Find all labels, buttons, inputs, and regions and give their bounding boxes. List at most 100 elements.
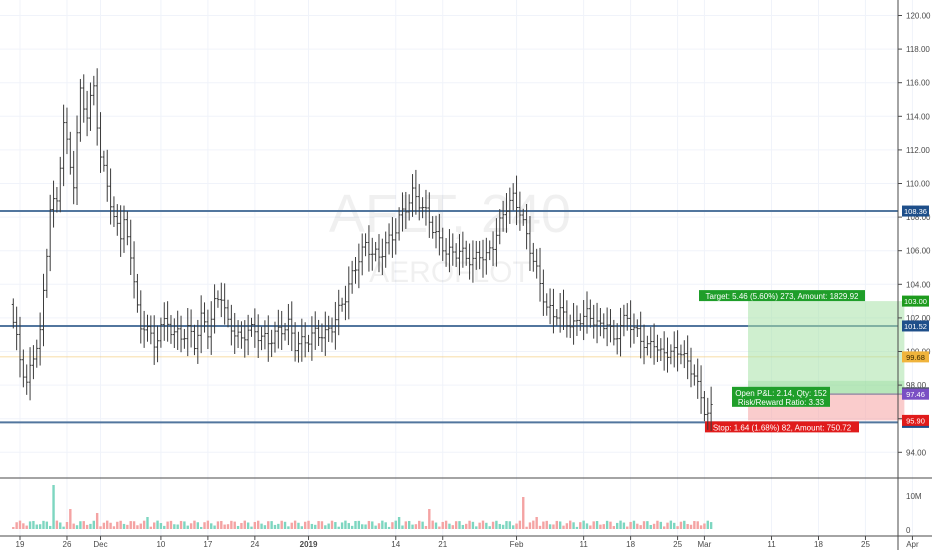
ohlc-bar [679,344,683,365]
volume-bar [287,526,290,529]
line-price-label[interactable]: 101.52 [902,320,929,332]
volume-bar [85,524,89,529]
volume-bar [632,520,636,529]
volume-bar [418,520,421,529]
ohlc-bar [649,327,653,359]
ohlc-bar [320,323,324,353]
position-price-label-bg [902,388,929,400]
position-price-label[interactable]: 95.90 [902,414,929,426]
ohlc-bar [122,205,126,253]
ohlc-bar [572,303,576,345]
time-tick-label: 11 [579,540,588,549]
ohlc-bar [377,234,381,273]
volume-bar [485,522,488,529]
volume-bar [344,520,347,529]
volume-bar [206,520,210,529]
ohlc-bar [41,273,45,347]
volume-bar [303,521,307,529]
volume-bar [669,520,673,529]
volume-bar [176,524,179,529]
ohlc-bar [196,319,200,364]
line-price-label-text: 101.52 [904,322,927,331]
ohlc-bar [538,247,542,302]
volume-bar [699,525,703,529]
position-price-label[interactable]: 97.46 [902,388,929,400]
time-tick-label: 18 [814,540,823,549]
price-axis[interactable]: 94.0096.0098.00100.00102.00104.00106.001… [898,12,931,536]
volume-bar [193,520,196,529]
ohlc-bar [384,231,388,268]
ohlc-bar [427,192,431,238]
volume-bar [146,517,149,529]
time-tick-label: 21 [438,540,447,549]
volume-bar [126,524,129,529]
volume-bar [646,521,649,529]
ohlc-bar [447,229,451,273]
ohlc-bar [270,329,274,358]
ohlc-bars [11,68,713,431]
volume-bar [491,521,495,529]
ohlc-bar [213,284,217,334]
grid [0,0,913,536]
position-price-label[interactable]: 99.68 [902,351,929,363]
ohlc-bar [209,301,213,355]
volume-bar [589,525,592,529]
stop-label-bg [705,421,859,433]
ohlc-bar [129,219,133,275]
ohlc-bar [562,289,566,330]
volume-bar [189,523,193,529]
ohlc-bar [451,233,455,266]
volume-bar [233,521,236,529]
ohlc-bar [699,365,703,414]
ohlc-bar [293,322,297,362]
target-zone [748,301,905,395]
ohlc-bar [18,316,22,378]
ohlc-bar [313,311,317,350]
volume-bar [478,522,481,529]
volume-bar [535,517,538,529]
time-axis[interactable]: 19 26 Dec 10 17 24 2019 14 21 Feb 11 18 25 Mar 11 18 25 A… [16,536,919,549]
position-price-label[interactable]: 103.00 [902,295,929,307]
ohlc-bar [112,196,116,227]
position-price-label-bg [902,295,929,307]
ohlc-bar [82,74,86,123]
ohlc-bar [343,285,347,321]
ohlc-bar [199,295,203,354]
volume-bar [236,525,240,529]
target-label-bg [699,290,865,302]
time-tick-label: Dec [93,540,107,549]
volume-bar [444,520,448,529]
ohlc-bar [172,318,176,349]
ohlc-bar [414,169,418,215]
volume-bar [270,521,273,529]
volume-bar [300,526,304,529]
volume-bar [250,526,253,529]
long-position-tool[interactable]: Target: 5.46 (5.60%) 273, Amount: 1829.9… [699,290,905,433]
target-label[interactable]: Target: 5.46 (5.60%) 273, Amount: 1829.9… [699,290,865,302]
ohlc-bar [15,306,19,351]
stop-label[interactable]: Stop: 1.64 (1.68%) 82, Amount: 750.72 [705,421,859,433]
ohlc-bar [424,189,428,226]
watermark-name: AEROFLOT [369,256,531,289]
volume-bar [290,522,293,529]
volume-bar [357,520,361,529]
ohlc-bar [162,302,166,341]
ohlc-bar [45,248,49,298]
ohlc-bar [327,315,331,343]
line-price-label[interactable]: 108.36 [902,205,929,217]
volume-bar [609,521,612,529]
volume-bar [273,524,277,529]
ohlc-bar [441,227,445,261]
volume-bar [334,522,337,529]
ohlc-bar [511,183,515,211]
volume-bar [32,520,35,529]
ohlc-bar [686,335,690,380]
ohlc-bar [578,313,582,331]
volume-bar [498,523,501,529]
ohlc-bar [400,192,404,232]
ohlc-bar [186,308,190,357]
ohlc-bar [58,156,62,213]
volume-bar [283,521,287,529]
